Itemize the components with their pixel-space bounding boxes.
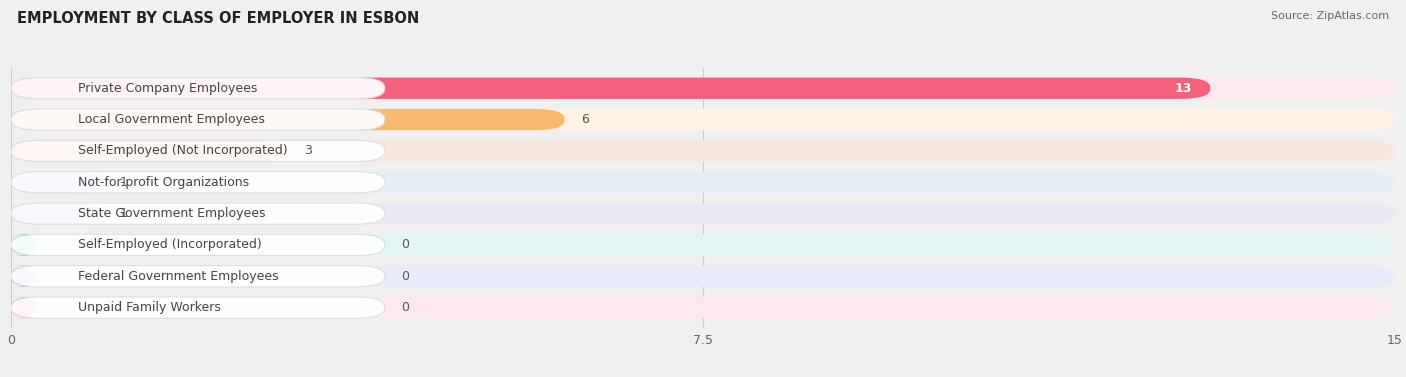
FancyBboxPatch shape (11, 140, 288, 162)
FancyBboxPatch shape (11, 78, 385, 99)
Text: Private Company Employees: Private Company Employees (79, 82, 257, 95)
FancyBboxPatch shape (11, 297, 37, 318)
FancyBboxPatch shape (11, 203, 385, 224)
Text: EMPLOYMENT BY CLASS OF EMPLOYER IN ESBON: EMPLOYMENT BY CLASS OF EMPLOYER IN ESBON (17, 11, 419, 26)
FancyBboxPatch shape (11, 140, 385, 162)
Text: 6: 6 (581, 113, 589, 126)
FancyBboxPatch shape (11, 266, 1395, 287)
Text: 0: 0 (401, 238, 409, 251)
Text: 1: 1 (120, 176, 128, 189)
Text: Federal Government Employees: Federal Government Employees (79, 270, 280, 283)
Text: 0: 0 (401, 270, 409, 283)
FancyBboxPatch shape (11, 78, 1395, 99)
FancyBboxPatch shape (11, 109, 385, 130)
Text: Not-for-profit Organizations: Not-for-profit Organizations (79, 176, 250, 189)
Text: Local Government Employees: Local Government Employees (79, 113, 266, 126)
Text: Self-Employed (Incorporated): Self-Employed (Incorporated) (79, 238, 263, 251)
FancyBboxPatch shape (11, 297, 385, 318)
FancyBboxPatch shape (11, 172, 385, 193)
Text: Self-Employed (Not Incorporated): Self-Employed (Not Incorporated) (79, 144, 288, 158)
Text: 13: 13 (1174, 82, 1192, 95)
FancyBboxPatch shape (11, 109, 565, 130)
Text: 3: 3 (305, 144, 312, 158)
FancyBboxPatch shape (11, 203, 104, 224)
FancyBboxPatch shape (11, 140, 1395, 162)
FancyBboxPatch shape (11, 172, 104, 193)
FancyBboxPatch shape (11, 266, 385, 287)
FancyBboxPatch shape (11, 266, 37, 287)
Text: Unpaid Family Workers: Unpaid Family Workers (79, 301, 221, 314)
Text: 1: 1 (120, 207, 128, 220)
FancyBboxPatch shape (11, 78, 1211, 99)
FancyBboxPatch shape (11, 297, 1395, 318)
FancyBboxPatch shape (11, 234, 37, 256)
FancyBboxPatch shape (11, 234, 385, 256)
Text: Source: ZipAtlas.com: Source: ZipAtlas.com (1271, 11, 1389, 21)
Text: State Government Employees: State Government Employees (79, 207, 266, 220)
FancyBboxPatch shape (11, 172, 1395, 193)
FancyBboxPatch shape (11, 109, 1395, 130)
FancyBboxPatch shape (11, 234, 1395, 256)
Text: 0: 0 (401, 301, 409, 314)
FancyBboxPatch shape (11, 203, 1395, 224)
